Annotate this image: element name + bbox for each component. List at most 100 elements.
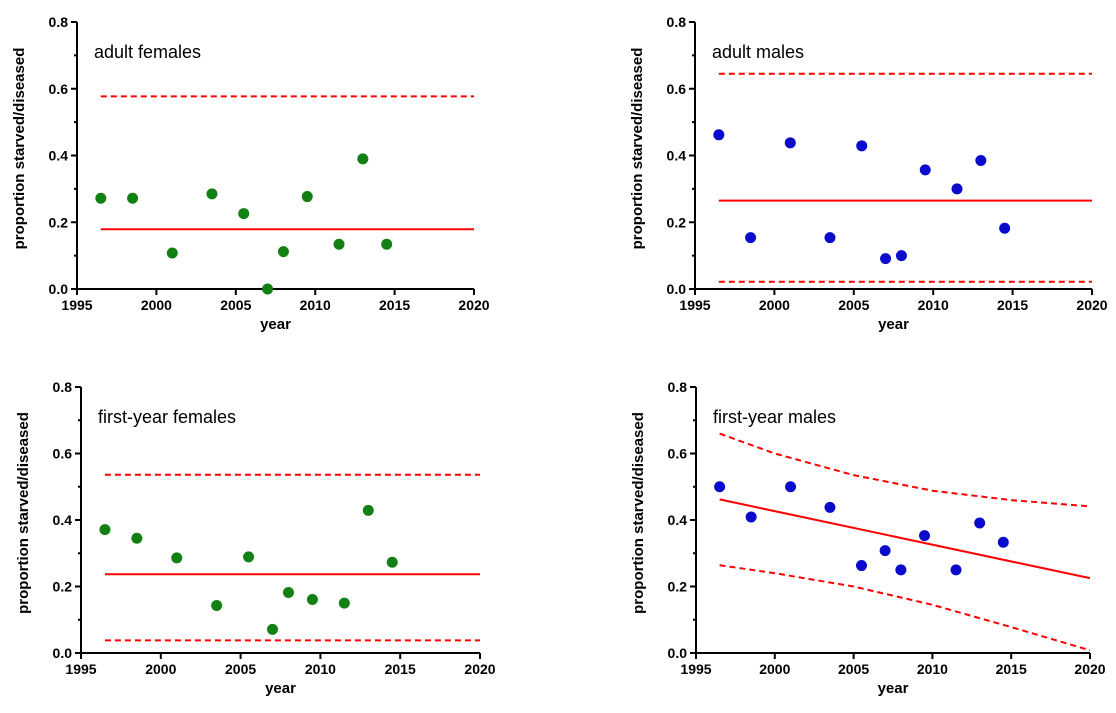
data-point xyxy=(277,246,289,258)
data-point xyxy=(975,155,987,167)
x-tick-label: 2020 xyxy=(1076,297,1107,313)
data-point xyxy=(951,183,963,195)
panel-title: adult males xyxy=(712,42,804,62)
data-point xyxy=(127,192,139,204)
x-tick-label: 2010 xyxy=(305,661,336,677)
data-point xyxy=(211,599,223,611)
x-tick-label: 2010 xyxy=(300,297,331,313)
data-point xyxy=(824,501,836,513)
x-tick-label: 2005 xyxy=(838,297,869,313)
x-tick-label: 2000 xyxy=(759,297,790,313)
data-point xyxy=(362,504,374,516)
data-point xyxy=(282,586,294,598)
data-point xyxy=(262,283,274,295)
data-point xyxy=(745,232,757,244)
y-tick-label: 0.2 xyxy=(53,579,73,595)
x-tick-label: 1995 xyxy=(680,661,711,677)
data-point xyxy=(238,208,250,220)
data-point xyxy=(855,560,867,572)
chart-panel-2: 0.0 0.2 0.4 0.6 0.8 1995 2000 2005 2010 2015 2020 y… xyxy=(629,14,1108,333)
data-point xyxy=(713,129,725,141)
x-tick-label: 2000 xyxy=(759,661,790,677)
data-point xyxy=(306,593,318,605)
data-point xyxy=(386,556,398,568)
lower-ci-line xyxy=(719,564,1090,652)
y-tick-label: 0.8 xyxy=(667,14,687,30)
data-point xyxy=(357,153,369,165)
data-point xyxy=(95,192,107,204)
x-tick-label: 2020 xyxy=(464,661,495,677)
chart-panel-4: 0.0 0.2 0.4 0.6 0.8 1995 2000 2005 2010 2015 2020 y… xyxy=(630,379,1106,697)
x-tick-label: 2010 xyxy=(918,297,949,313)
data-point xyxy=(919,530,931,542)
data-point xyxy=(243,551,255,563)
data-point xyxy=(919,164,931,176)
y-axis-label: proportion starved/diseased xyxy=(15,412,32,614)
y-tick-label: 0.6 xyxy=(49,81,69,97)
x-tick-label: 2005 xyxy=(225,661,256,677)
x-tick-label: 2020 xyxy=(458,297,489,313)
data-point xyxy=(171,552,183,564)
data-point xyxy=(824,232,836,244)
fit-lines xyxy=(718,72,1092,283)
panel-title: first-year females xyxy=(98,407,236,427)
x-axis-label: year xyxy=(878,316,909,333)
chart-panel-3: 0.0 0.2 0.4 0.6 0.8 1995 2000 2005 2010 2015 2020 y… xyxy=(15,379,496,697)
data-point xyxy=(333,238,345,250)
x-tick-label: 2010 xyxy=(917,661,948,677)
fit-lines xyxy=(719,432,1090,652)
data-point xyxy=(166,247,178,259)
x-tick-label: 1995 xyxy=(65,661,96,677)
y-axis-label: proportion starved/diseased xyxy=(11,48,28,250)
x-tick-label: 2015 xyxy=(996,661,1027,677)
data-point xyxy=(206,188,218,200)
data-point xyxy=(879,545,891,557)
y-axis-label: proportion starved/diseased xyxy=(629,48,646,250)
y-tick-label: 0.4 xyxy=(668,512,688,528)
fit-lines xyxy=(100,95,474,231)
data-point xyxy=(301,191,313,203)
y-tick-label: 0.6 xyxy=(667,81,687,97)
data-point xyxy=(856,140,868,152)
data-point xyxy=(714,481,726,493)
data-point xyxy=(785,481,797,493)
x-tick-label: 2015 xyxy=(379,297,410,313)
y-tick-label: 0.2 xyxy=(667,214,687,230)
data-point xyxy=(745,511,757,523)
x-tick-label: 2000 xyxy=(141,297,172,313)
y-tick-label: 0.6 xyxy=(53,446,73,462)
y-tick-label: 0.0 xyxy=(668,645,688,661)
data-point xyxy=(338,597,350,609)
data-point xyxy=(381,238,393,250)
x-tick-label: 2015 xyxy=(385,661,416,677)
panel-title: adult females xyxy=(94,42,201,62)
panel-title: first-year males xyxy=(713,407,836,427)
fit-lines xyxy=(104,473,480,642)
data-point xyxy=(267,623,279,635)
data-point xyxy=(895,250,907,262)
data-point xyxy=(131,532,143,544)
regression-line xyxy=(719,498,1090,580)
x-tick-label: 1995 xyxy=(679,297,710,313)
data-point xyxy=(950,564,962,576)
x-tick-label: 2005 xyxy=(220,297,251,313)
data-point xyxy=(974,517,986,529)
upper-ci-line xyxy=(719,432,1090,508)
y-tick-label: 0.0 xyxy=(53,645,73,661)
x-tick-label: 1995 xyxy=(61,297,92,313)
y-tick-label: 0.4 xyxy=(53,512,73,528)
chart-panel-1: 0.0 0.2 0.4 0.6 0.8 1995 2000 2005 2010 2015 2020 y… xyxy=(11,14,490,333)
data-point xyxy=(895,564,907,576)
x-axis-label: year xyxy=(878,680,909,697)
y-tick-label: 0.0 xyxy=(49,281,69,297)
x-axis-label: year xyxy=(260,316,291,333)
y-axis-label: proportion starved/diseased xyxy=(630,412,647,614)
data-point xyxy=(880,253,892,265)
x-axis-label: year xyxy=(265,680,296,697)
y-tick-label: 0.4 xyxy=(667,148,687,164)
data-point xyxy=(784,137,796,149)
y-tick-label: 0.8 xyxy=(668,379,688,395)
x-tick-label: 2020 xyxy=(1074,661,1105,677)
x-tick-label: 2000 xyxy=(145,661,176,677)
